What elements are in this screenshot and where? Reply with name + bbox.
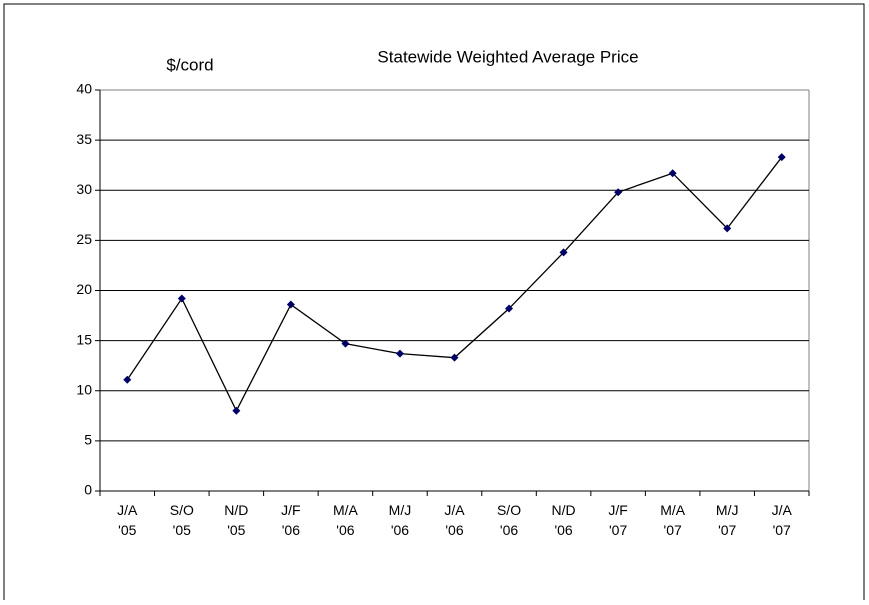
x-tick-label: N/D '05 <box>224 502 248 538</box>
data-point <box>559 248 568 257</box>
y-tick-label: 10 <box>76 381 92 397</box>
x-tick-label: J/A '05 <box>117 502 138 538</box>
x-tick-label: J/A '07 <box>772 502 793 538</box>
data-point <box>668 169 677 178</box>
y-tick-label: 20 <box>76 281 92 297</box>
x-tick-label: N/D '06 <box>552 502 576 538</box>
x-tick-label: M/J '07 <box>716 502 739 538</box>
data-point <box>123 375 132 384</box>
x-tick-label: M/J '06 <box>389 502 412 538</box>
y-tick-label: 25 <box>76 231 92 247</box>
x-tick-label: J/A '06 <box>444 502 465 538</box>
x-tick-label: S/O '05 <box>170 502 194 538</box>
data-point <box>505 304 514 313</box>
y-tick-label: 30 <box>76 181 92 197</box>
data-point <box>450 353 459 362</box>
y-tick-label: 5 <box>84 432 92 448</box>
data-point <box>177 294 186 303</box>
data-point <box>286 300 295 309</box>
y-tick-label: 0 <box>84 482 92 498</box>
x-tick-label: M/A '07 <box>660 502 686 538</box>
data-point <box>614 188 623 197</box>
data-point <box>341 339 350 348</box>
data-point <box>777 153 786 162</box>
y-tick-label: 15 <box>76 331 92 347</box>
data-point <box>723 224 732 233</box>
x-tick-label: J/F '06 <box>281 502 300 538</box>
x-tick-label: S/O '06 <box>497 502 521 538</box>
y-tick-label: 35 <box>76 131 92 147</box>
chart-border <box>3 3 865 605</box>
x-tick-label: M/A '06 <box>333 502 359 538</box>
data-point <box>232 406 241 415</box>
x-tick-label: J/F '07 <box>608 502 627 538</box>
y-tick-label: 40 <box>76 81 92 97</box>
y-axis-label: $/cord <box>166 55 213 74</box>
data-point <box>395 349 404 358</box>
chart-title: Statewide Weighted Average Price <box>377 47 638 66</box>
